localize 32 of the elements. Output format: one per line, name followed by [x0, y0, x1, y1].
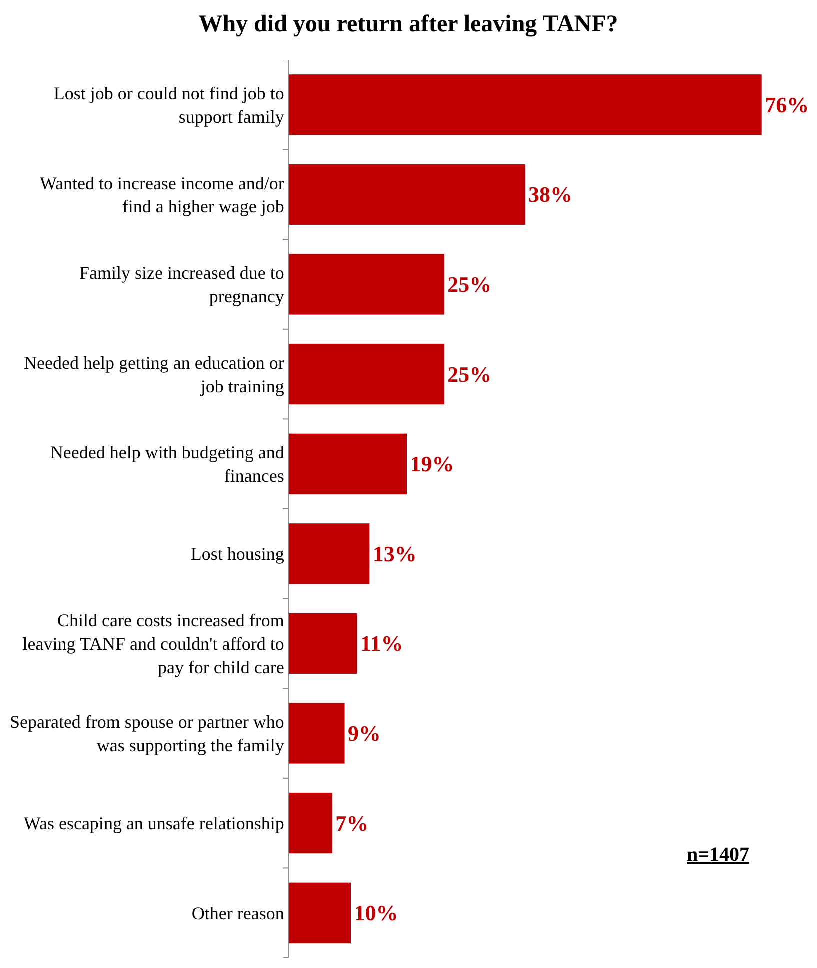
data-label: 7%	[336, 810, 369, 836]
data-label: 10%	[354, 900, 398, 926]
bar	[289, 164, 526, 226]
y-tick-label: Lost housing	[190, 544, 284, 564]
data-label: 9%	[348, 721, 382, 746]
y-tick-label: Lost job or could not find job to support family	[54, 84, 284, 127]
data-label: 76%	[765, 92, 810, 118]
data-label: 11%	[360, 631, 404, 656]
y-tick-label: Child care costs increased from leaving TANF and couldn't afford to pay for child care	[22, 610, 284, 678]
annotation: n=1407	[687, 844, 750, 866]
data-label: 19%	[410, 452, 454, 477]
y-tick-label: Wanted to increase income and/or find a higher wage job	[40, 173, 284, 217]
y-tick-label: Needed help getting an education or job training	[24, 352, 284, 396]
bar	[289, 74, 762, 136]
bar	[289, 702, 346, 764]
bar	[289, 612, 358, 674]
data-label: 25%	[448, 272, 492, 297]
bar	[289, 792, 333, 854]
data-label: 25%	[448, 362, 492, 387]
y-tick-label: Needed help with budgeting and finances	[50, 442, 284, 486]
bar	[289, 433, 408, 495]
bar	[289, 254, 445, 316]
data-label: 38%	[528, 182, 573, 208]
bar	[289, 344, 445, 406]
bar	[289, 523, 370, 585]
bar	[289, 882, 352, 944]
y-tick-label: Other reason	[192, 903, 284, 924]
y-tick-label: Family size increased due to pregnancy	[79, 263, 284, 306]
chart-title: Why did you return after leaving TANF?	[198, 11, 618, 38]
y-tick-label: Was escaping an unsafe relationship	[24, 814, 284, 834]
data-label: 13%	[372, 541, 417, 566]
y-tick-label: Separated from spouse or partner who was supporting the family	[10, 712, 284, 756]
